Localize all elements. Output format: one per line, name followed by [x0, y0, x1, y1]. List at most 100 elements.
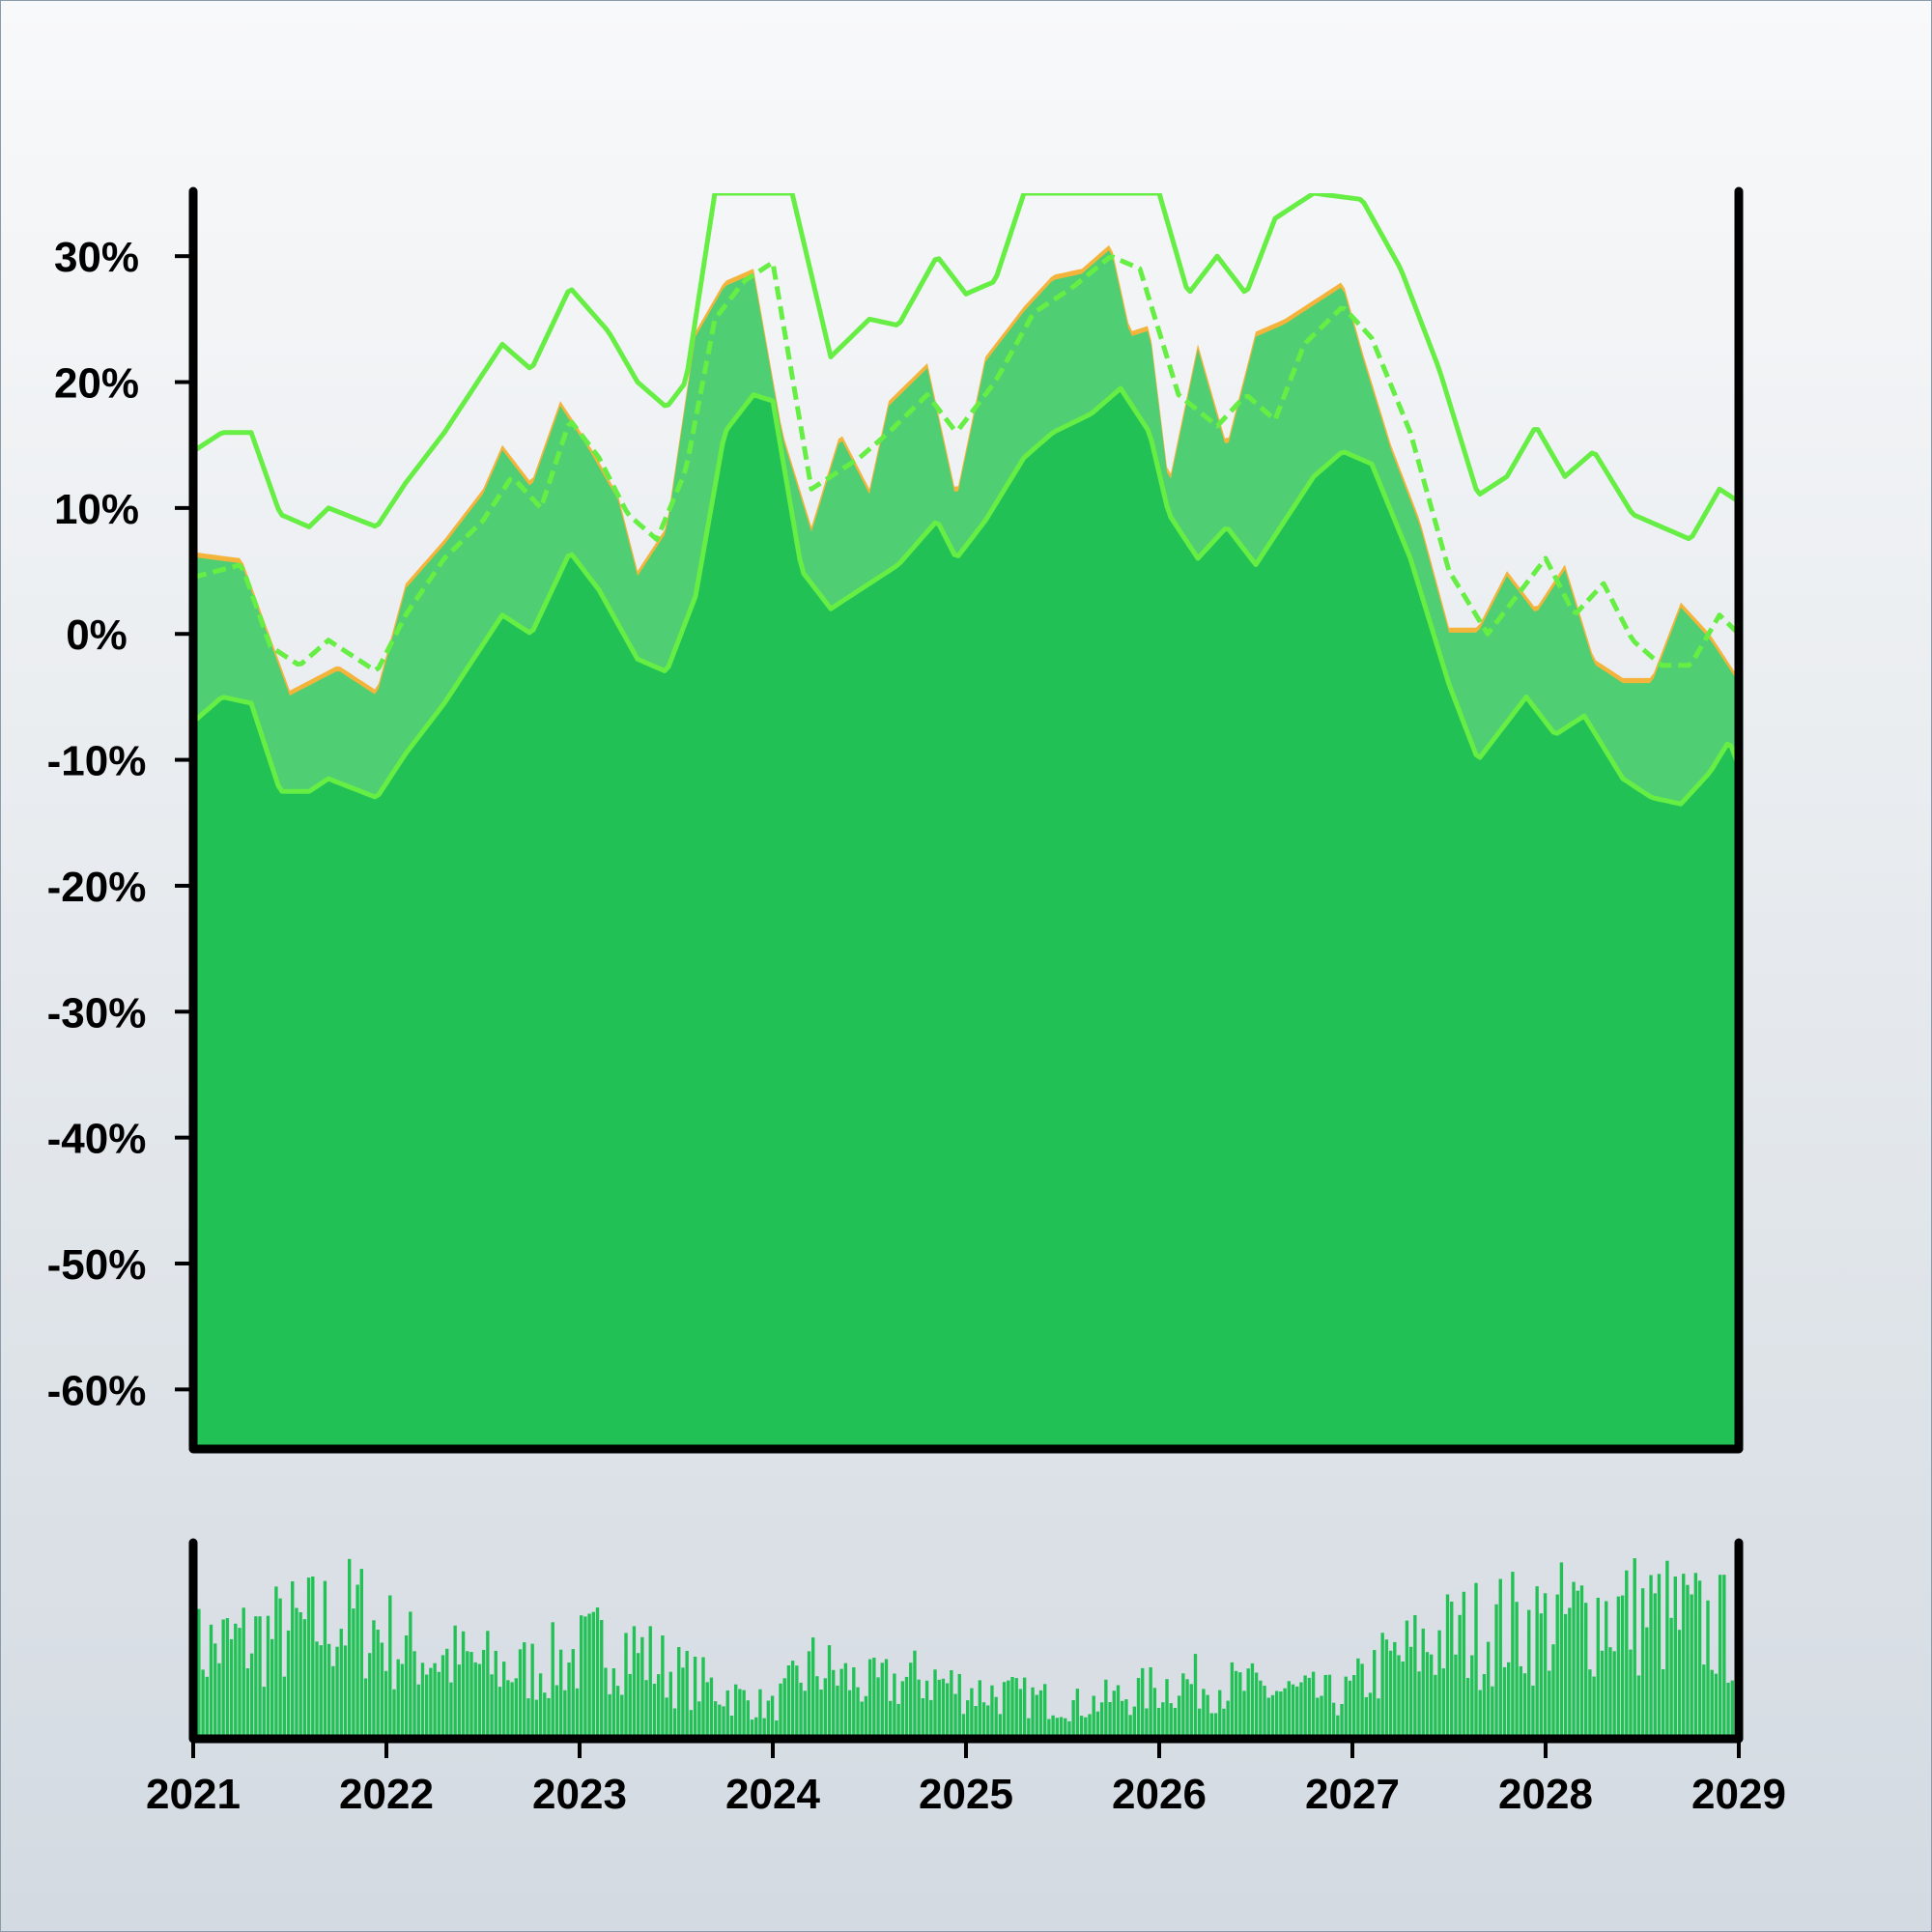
- volume-bar: [254, 1616, 258, 1736]
- volume-bar: [409, 1611, 412, 1736]
- volume-bar: [697, 1701, 701, 1736]
- volume-bar: [510, 1682, 514, 1736]
- volume-bar: [1075, 1689, 1080, 1736]
- volume-bar: [1697, 1580, 1702, 1736]
- volume-bar: [872, 1658, 876, 1736]
- volume-bar: [1491, 1686, 1494, 1736]
- volume-bar: [978, 1680, 981, 1736]
- volume-bar: [1222, 1708, 1226, 1736]
- volume-bar: [1198, 1708, 1202, 1736]
- volume-bar: [1502, 1666, 1507, 1736]
- volume-bar: [904, 1676, 909, 1736]
- volume-bar: [677, 1647, 681, 1736]
- volume-bar: [1551, 1644, 1555, 1736]
- volume-bar: [1193, 1654, 1198, 1736]
- volume-bar: [1270, 1694, 1275, 1736]
- volume-bar: [563, 1690, 567, 1736]
- volume-bar: [404, 1635, 409, 1736]
- volume-bar: [624, 1633, 628, 1736]
- volume-bar: [1108, 1702, 1112, 1736]
- volume-bar: [1605, 1601, 1608, 1736]
- volume-bar: [201, 1669, 205, 1736]
- volume-bar: [1213, 1713, 1218, 1736]
- volume-bar: [1686, 1584, 1690, 1736]
- volume-bar: [1543, 1593, 1548, 1736]
- volume-bar: [1588, 1669, 1592, 1736]
- volume-bar: [1563, 1613, 1568, 1736]
- volume-bar: [811, 1637, 815, 1736]
- volume-bar: [1417, 1671, 1421, 1736]
- volume-bar: [856, 1687, 860, 1736]
- volume-bar: [1303, 1675, 1307, 1736]
- volume-bar: [665, 1697, 668, 1736]
- volume-bar: [1067, 1720, 1071, 1736]
- volume-bar: [1295, 1686, 1299, 1736]
- volume-bar: [291, 1581, 295, 1736]
- volume-bar: [827, 1645, 832, 1736]
- volume-bar: [1149, 1667, 1152, 1736]
- volume-bar: [754, 1717, 758, 1736]
- volume-bar: [384, 1670, 388, 1736]
- volume-bar: [1307, 1677, 1312, 1736]
- volume-bar: [1690, 1594, 1693, 1736]
- volume-bar: [648, 1626, 652, 1736]
- volume-bar: [615, 1686, 620, 1736]
- volume-bar: [1291, 1684, 1295, 1736]
- volume-bar: [803, 1690, 807, 1736]
- volume-bar: [762, 1718, 766, 1736]
- volume-bar: [514, 1678, 518, 1736]
- volume-bar: [1572, 1581, 1576, 1736]
- axes: [188, 186, 1744, 1744]
- volume-bar: [994, 1696, 998, 1736]
- volume-bar: [587, 1613, 591, 1736]
- volume-bar: [1202, 1689, 1206, 1736]
- volume-bar: [1331, 1702, 1336, 1736]
- volume-bar: [388, 1595, 392, 1736]
- volume-bar: [1022, 1677, 1027, 1736]
- volume-bar: [258, 1616, 262, 1736]
- volume-bar: [1311, 1671, 1316, 1736]
- volume-bar: [1669, 1617, 1673, 1736]
- volume-bar: [359, 1569, 363, 1736]
- volume-bar: [1156, 1708, 1161, 1736]
- volume-bar: [1600, 1650, 1605, 1736]
- volume-bar: [1522, 1673, 1527, 1736]
- volume-bar: [368, 1653, 372, 1736]
- y-tick-label: -30%: [47, 989, 147, 1037]
- volume-bar: [941, 1678, 946, 1736]
- volume-bar: [348, 1558, 352, 1736]
- volume-bar: [530, 1643, 534, 1736]
- volume-bar: [295, 1607, 298, 1736]
- volume-bar: [1640, 1588, 1645, 1736]
- volume-bar: [1234, 1670, 1238, 1736]
- volume-bar: [229, 1638, 234, 1736]
- volume-bar: [852, 1667, 856, 1736]
- volume-bar: [1368, 1692, 1373, 1736]
- volume-bar: [815, 1676, 819, 1736]
- volume-bar: [234, 1623, 238, 1736]
- volume-bar: [335, 1646, 339, 1736]
- volume-bar: [1539, 1613, 1544, 1736]
- volume-bar: [924, 1680, 929, 1736]
- volume-bar: [306, 1577, 311, 1736]
- volume-bar: [412, 1651, 416, 1736]
- volume-bar: [1441, 1668, 1445, 1736]
- volume-bar: [461, 1631, 466, 1736]
- volume-bar: [1535, 1586, 1539, 1736]
- volume-bar: [1364, 1696, 1368, 1736]
- volume-bar: [1710, 1669, 1714, 1736]
- volume-bar: [1702, 1664, 1706, 1736]
- volume-bar: [867, 1659, 872, 1736]
- volume-bar: [1132, 1706, 1136, 1736]
- volume-bar: [729, 1716, 734, 1736]
- y-tick-label: 20%: [54, 360, 139, 408]
- volume-bar: [713, 1701, 718, 1736]
- volume-bar: [970, 1688, 974, 1736]
- volume-bar: [249, 1653, 254, 1736]
- volume-bar: [323, 1580, 327, 1736]
- volume-bar: [1250, 1662, 1255, 1736]
- volume-bar: [266, 1615, 270, 1736]
- volume-bar: [1104, 1679, 1108, 1736]
- volume-bar: [884, 1659, 889, 1736]
- volume-bar: [1408, 1646, 1413, 1736]
